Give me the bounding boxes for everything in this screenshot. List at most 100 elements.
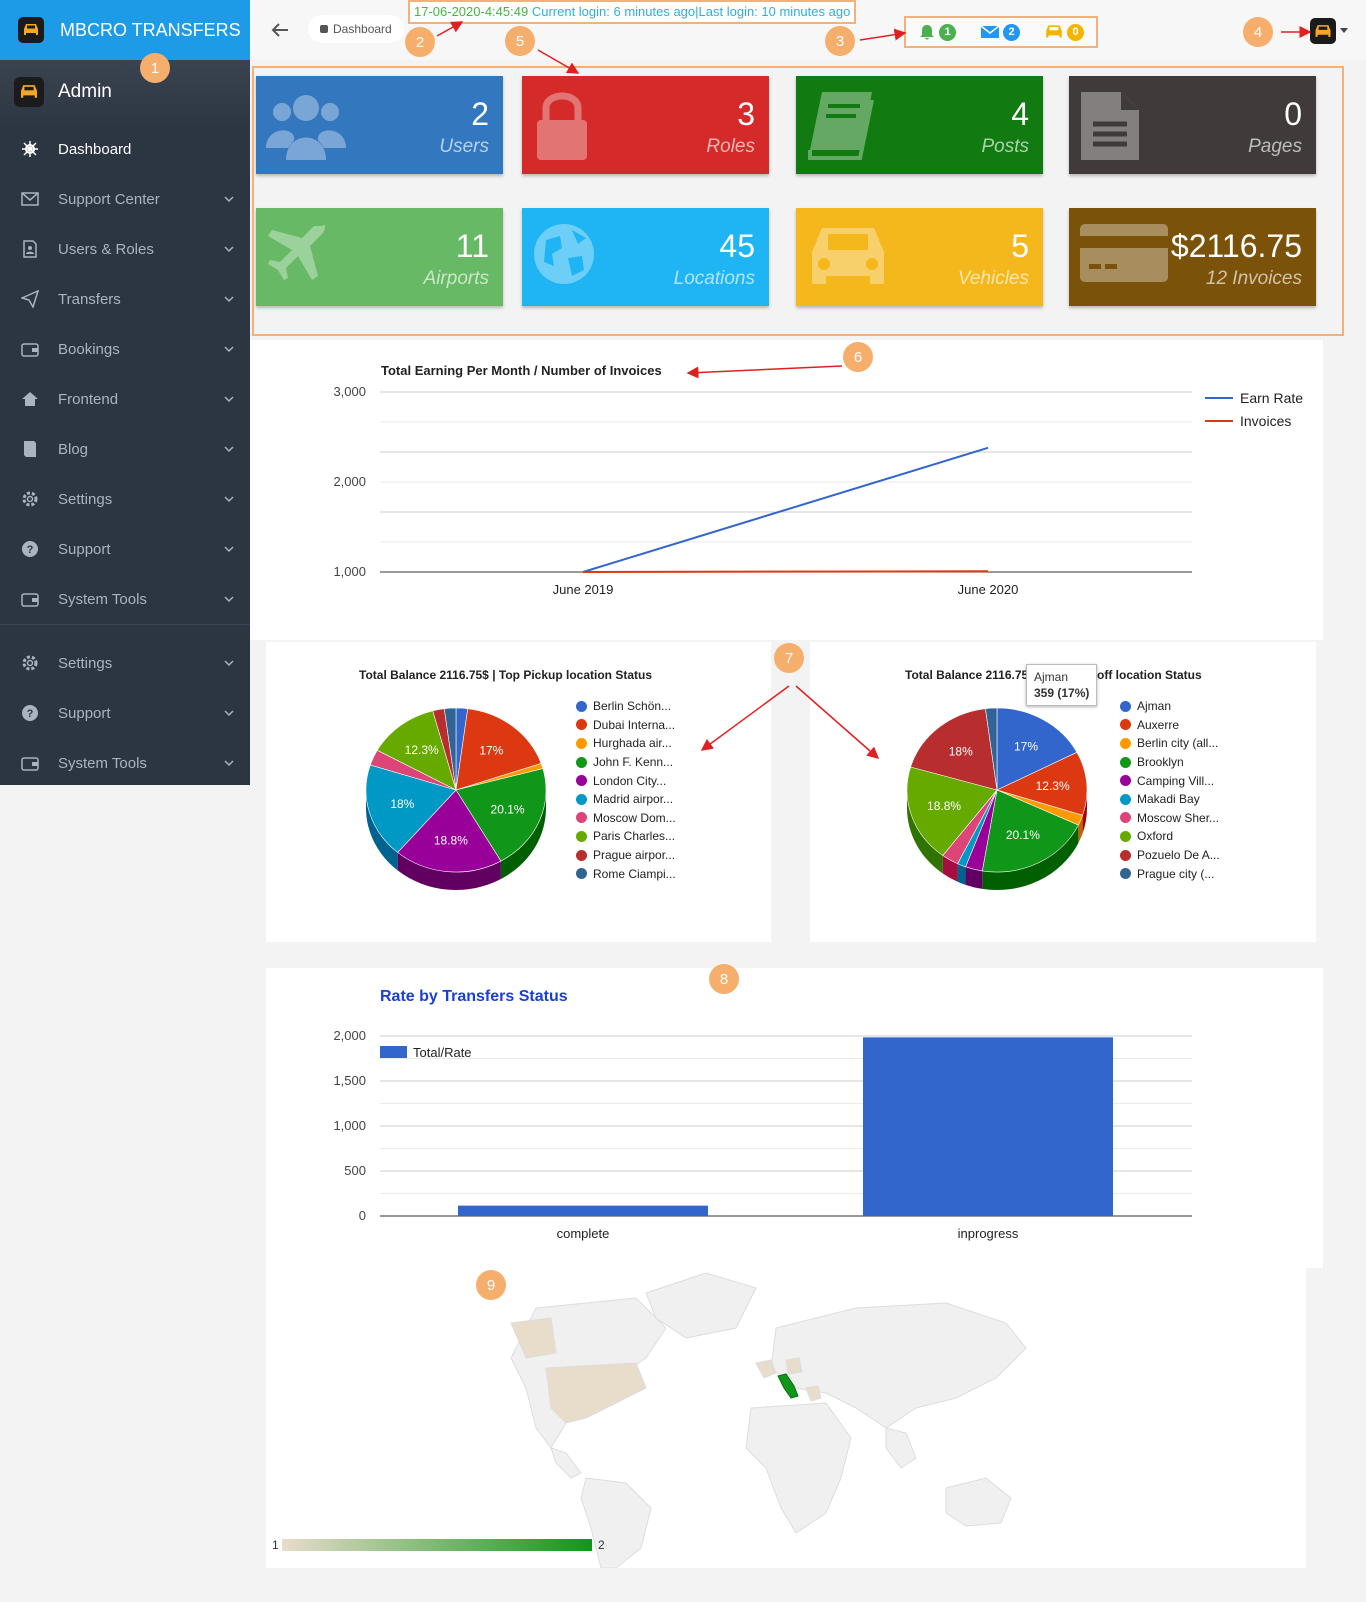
tooltip-label: Ajman	[1034, 670, 1069, 684]
map-italy	[777, 1373, 799, 1399]
stat-value: 5	[1011, 228, 1029, 264]
pie-slice-side	[1078, 815, 1083, 844]
stat-card-users[interactable]: 2 Users	[256, 76, 503, 174]
stat-card-pages[interactable]: 0 Pages	[1069, 76, 1316, 174]
pie-slice[interactable]	[443, 707, 457, 791]
stat-card-12-invoices[interactable]: $2116.75 12 Invoices	[1069, 208, 1316, 306]
svg-text:?: ?	[27, 708, 34, 720]
sidebar-item-label: Transfers	[58, 290, 121, 308]
pie-slice[interactable]	[985, 707, 998, 791]
legend-item[interactable]: London City...	[576, 771, 676, 790]
bell-count: 1	[939, 23, 956, 41]
legend-item[interactable]: Madrid airpor...	[576, 790, 676, 809]
legend-label: Hurghada air...	[593, 736, 672, 751]
sidebar-item-support[interactable]: ? Support	[0, 524, 250, 574]
world-map[interactable]: 1 2	[266, 1268, 1306, 1568]
pie-slice[interactable]	[981, 789, 1079, 873]
user-menu-button[interactable]	[1310, 18, 1336, 44]
legend-item[interactable]: Ajman	[1120, 697, 1220, 716]
sidebar-item-dashboard[interactable]: Dashboard	[0, 124, 250, 174]
legend-item[interactable]: Berlin city (all...	[1120, 734, 1220, 753]
legend-item[interactable]: John F. Kenn...	[576, 753, 676, 772]
sidebar-item-blog[interactable]: Blog	[0, 424, 250, 474]
gear-icon	[20, 489, 40, 509]
sidebar-item-system-tools[interactable]: System Tools	[0, 574, 250, 624]
admin-profile[interactable]: Admin	[0, 60, 250, 124]
vehicles-count: 0	[1067, 23, 1084, 41]
sidebar-item-settings[interactable]: Settings	[0, 474, 250, 524]
pie-slice[interactable]	[906, 766, 998, 856]
back-arrow-icon[interactable]	[268, 18, 292, 47]
legend-item[interactable]: Prague city (...	[1120, 864, 1220, 883]
legend-label: Prague airpor...	[593, 848, 676, 863]
legend-item[interactable]: Pozuelo De A...	[1120, 846, 1220, 865]
notification-messages[interactable]: 2	[980, 23, 1020, 41]
legend-item[interactable]: Hurghada air...	[576, 734, 676, 753]
legend-label: Paris Charles...	[593, 829, 676, 844]
notification-bell[interactable]: 1	[918, 23, 956, 41]
sidebar-item-transfers[interactable]: Transfers	[0, 274, 250, 324]
chevron-down-icon	[224, 655, 234, 672]
pie-slice[interactable]	[376, 710, 457, 791]
chevron-down-icon	[224, 491, 234, 508]
legend-item[interactable]: Paris Charles...	[576, 827, 676, 846]
legend-item[interactable]: Moscow Dom...	[576, 809, 676, 828]
sidebar-item-support-center[interactable]: Support Center	[0, 174, 250, 224]
legend-item[interactable]: Moscow Sher...	[1120, 809, 1220, 828]
chevron-down-icon[interactable]	[1340, 28, 1348, 33]
stat-card-locations[interactable]: 45 Locations	[522, 208, 769, 306]
marker-7: 7	[774, 643, 804, 673]
car-icon	[1046, 25, 1062, 38]
y-tick-label: 2,000	[333, 1028, 366, 1043]
legend-label: Dubai Interna...	[593, 717, 676, 732]
stat-value: $2116.75	[1170, 228, 1302, 264]
legend-item[interactable]: Prague airpor...	[576, 846, 676, 865]
stat-card-posts[interactable]: 4 Posts	[796, 76, 1043, 174]
bar-complete[interactable]	[458, 1205, 708, 1216]
sidebar-item-frontend[interactable]: Frontend	[0, 374, 250, 424]
legend-item[interactable]: Dubai Interna...	[576, 716, 676, 735]
pie-slice[interactable]	[365, 764, 457, 853]
sidebar: MBCRO TRANSFERS Admin Dashboard Support C…	[0, 0, 250, 785]
legend-item[interactable]: Oxford	[1120, 827, 1220, 846]
pie-slice[interactable]	[455, 768, 547, 862]
sidebar-item-settings[interactable]: Settings	[0, 638, 250, 688]
legend-item[interactable]: Camping Vill...	[1120, 771, 1220, 790]
bar-inprogress[interactable]	[863, 1037, 1113, 1216]
legend-label: Oxford	[1137, 829, 1174, 844]
legend-item[interactable]: Berlin Schön...	[576, 697, 676, 716]
legend-swatch	[1120, 830, 1131, 842]
pie-slice[interactable]	[455, 708, 542, 791]
stat-label: Users	[439, 136, 489, 157]
sidebar-item-support[interactable]: ? Support	[0, 688, 250, 738]
file-icon	[1079, 90, 1141, 167]
plane-icon	[266, 222, 326, 287]
legend-swatch	[1120, 793, 1131, 805]
breadcrumb[interactable]: Dashboard	[308, 15, 404, 43]
legend-item[interactable]: Brooklyn	[1120, 753, 1220, 772]
legend-swatch	[1120, 775, 1131, 787]
pie-slice[interactable]	[996, 707, 1078, 791]
pie-slice[interactable]	[910, 708, 998, 791]
pie-slice-side	[397, 852, 501, 890]
pie-slice[interactable]	[397, 789, 502, 873]
legend-item[interactable]: Rome Ciampi...	[576, 864, 676, 883]
sidebar-item-label: Dashboard	[58, 140, 132, 158]
legend-swatch	[1120, 737, 1131, 749]
tooltip-value: 359 (17%)	[1034, 686, 1090, 700]
envelope-icon	[20, 189, 40, 209]
sidebar-item-users-roles[interactable]: Users & Roles	[0, 224, 250, 274]
brand-header[interactable]: MBCRO TRANSFERS	[0, 0, 250, 60]
pie-slice[interactable]	[996, 751, 1088, 816]
stat-card-roles[interactable]: 3 Roles	[522, 76, 769, 174]
stat-card-vehicles[interactable]: 5 Vehicles	[796, 208, 1043, 306]
notification-vehicles[interactable]: 0	[1044, 23, 1084, 41]
paper-plane-icon	[20, 289, 40, 309]
sidebar-item-bookings[interactable]: Bookings	[0, 324, 250, 374]
legend-item[interactable]: Makadi Bay	[1120, 790, 1220, 809]
sidebar-item-system-tools[interactable]: System Tools	[0, 738, 250, 788]
stat-card-airports[interactable]: 11 Airports	[256, 208, 503, 306]
legend-item[interactable]: Auxerre	[1120, 716, 1220, 735]
chevron-down-icon	[224, 241, 234, 258]
